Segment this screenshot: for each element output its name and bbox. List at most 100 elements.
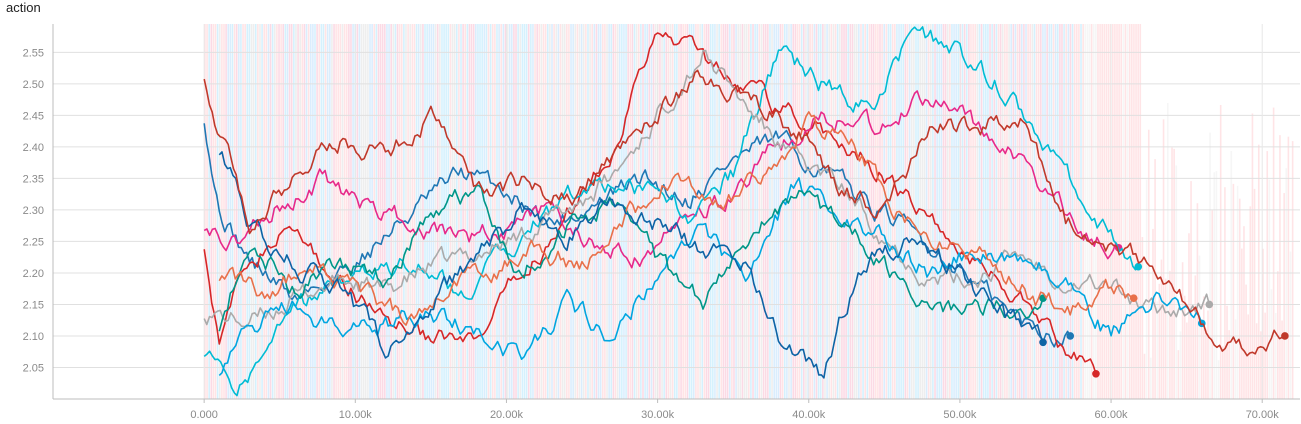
bg-band [665, 24, 668, 399]
bg-band [320, 24, 323, 399]
bg-band [629, 24, 632, 399]
bg-band [1054, 24, 1057, 399]
bg-band [1135, 24, 1137, 399]
bg-band [1023, 24, 1025, 399]
bg-band [1249, 206, 1252, 399]
bg-band [1162, 119, 1165, 400]
bg-band [498, 24, 500, 399]
bg-band [813, 24, 816, 399]
bg-band [858, 24, 860, 399]
bg-band [946, 24, 949, 399]
bg-band [1213, 172, 1216, 399]
bg-band [796, 24, 799, 399]
bg-band [1126, 24, 1129, 399]
bg-band [1137, 24, 1139, 399]
bg-band [1031, 24, 1034, 399]
bg-band [1205, 328, 1207, 399]
bg-band [872, 24, 875, 399]
bg-band [648, 24, 651, 399]
bg-band [953, 24, 955, 399]
bg-band [855, 24, 858, 399]
bg-band [769, 24, 771, 399]
bg-band [968, 24, 970, 399]
y-tick-label: 2.05 [23, 362, 44, 374]
bg-band [246, 24, 249, 399]
bg-band [360, 24, 363, 399]
bg-band [606, 24, 608, 399]
bg-band [1075, 24, 1078, 399]
bg-band [1257, 144, 1260, 399]
bg-band [343, 24, 346, 399]
bg-band [936, 24, 938, 399]
bg-band [601, 24, 604, 399]
bg-band [1025, 24, 1027, 399]
bg-band [887, 24, 890, 399]
bg-band [248, 24, 251, 399]
bg-band [999, 24, 1002, 399]
bg-band [390, 24, 392, 399]
bg-band [1124, 24, 1127, 399]
bg-band [1272, 107, 1275, 399]
bg-band [229, 24, 232, 399]
bg-band [737, 24, 740, 399]
bg-band [1101, 24, 1103, 399]
bg-band [261, 24, 263, 399]
series-end-marker [1066, 332, 1075, 340]
bg-band [436, 24, 439, 399]
bg-band [709, 24, 712, 399]
bg-band [276, 24, 278, 399]
bg-band [847, 24, 850, 399]
bg-band [430, 24, 433, 399]
bg-band [428, 24, 431, 399]
bg-band [830, 24, 833, 399]
bg-band [929, 24, 932, 399]
bg-band [997, 24, 1000, 399]
bg-band [1158, 283, 1161, 399]
bg-band [1285, 168, 1288, 399]
bg-band [1183, 295, 1186, 399]
bg-band [853, 24, 856, 399]
bg-band [940, 24, 943, 399]
bg-band [208, 24, 210, 399]
bg-band [519, 24, 522, 399]
bg-band [337, 24, 340, 399]
bg-band [671, 24, 674, 399]
bg-band [1264, 312, 1266, 399]
bg-band [299, 24, 301, 399]
bg-band [1241, 248, 1243, 399]
bg-band [1164, 278, 1167, 399]
x-tick-label: 40.00k [792, 409, 826, 421]
bg-band [927, 24, 930, 399]
bg-band [955, 24, 957, 399]
bg-band [781, 24, 784, 399]
bg-band [553, 24, 555, 399]
bg-band [705, 24, 708, 399]
bg-band [479, 24, 481, 399]
bg-band [726, 24, 729, 399]
bg-band [767, 24, 769, 399]
bg-band [932, 24, 934, 399]
bg-band [747, 24, 750, 399]
bg-band [534, 24, 536, 399]
bg-band [373, 24, 376, 399]
bg-band [305, 24, 308, 399]
bg-band [970, 24, 972, 399]
bg-band [1228, 330, 1230, 399]
bg-band [458, 24, 460, 399]
bg-band [885, 24, 888, 399]
bg-band [635, 24, 638, 399]
bg-band [1217, 360, 1220, 399]
bg-band [1253, 188, 1256, 399]
bg-band [540, 24, 543, 399]
bg-band [913, 24, 915, 399]
bg-band [637, 24, 640, 399]
bg-band [309, 24, 312, 399]
bg-band [316, 24, 318, 399]
x-tick-label: 10.00k [339, 409, 373, 421]
bg-band [690, 24, 693, 399]
bg-band [788, 24, 790, 399]
bg-band [419, 24, 422, 399]
bg-band [1175, 165, 1178, 399]
bg-band [400, 24, 403, 399]
bg-band [819, 24, 822, 399]
